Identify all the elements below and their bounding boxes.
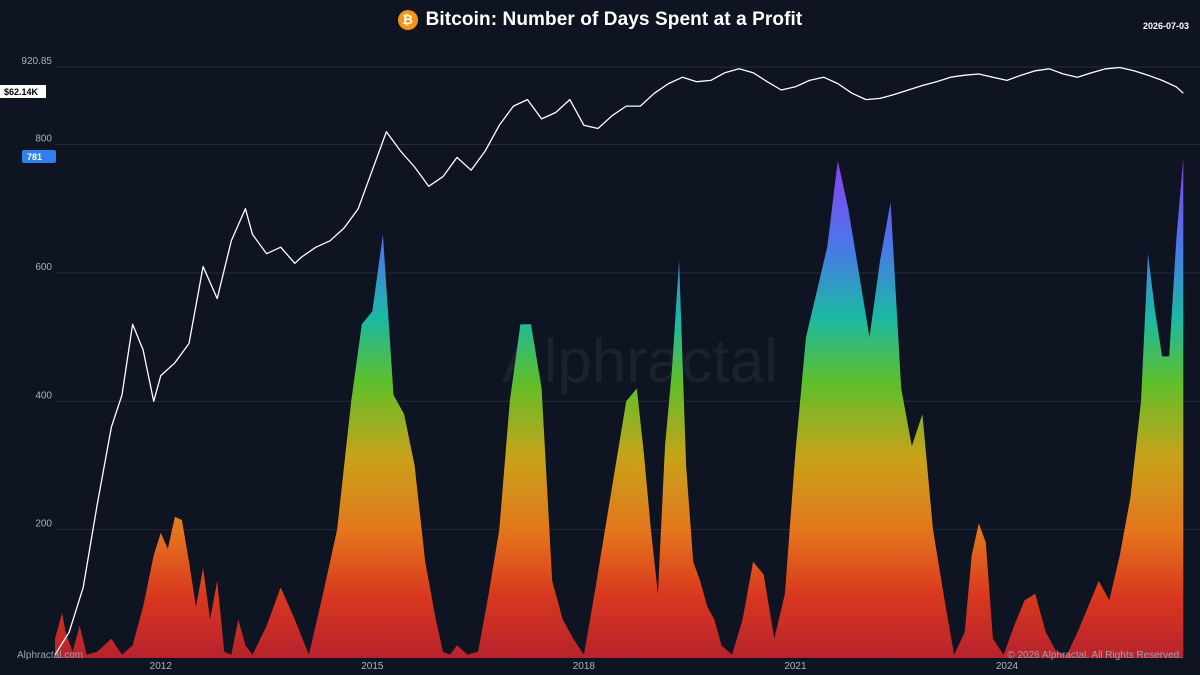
price-badge-bg — [0, 85, 46, 98]
y-tick-label: 200 — [35, 519, 52, 530]
y-axis: 200 400 600 800 920.85 — [21, 56, 52, 530]
x-tick-label: 2021 — [784, 661, 807, 672]
y-tick-label: 800 — [35, 134, 52, 145]
price-badge: $62.14K — [4, 87, 39, 97]
x-axis: 2012 2015 2018 2021 2024 — [150, 661, 1019, 672]
days-at-profit-area — [55, 157, 1184, 658]
source-label: Alphractal.com — [17, 650, 84, 661]
days-badge-bg — [22, 150, 56, 163]
price-line-series — [54, 66, 1184, 656]
x-tick-label: 2015 — [361, 661, 384, 672]
x-tick-label: 2012 — [150, 661, 173, 672]
x-tick-label: 2018 — [573, 661, 596, 672]
area-series — [55, 157, 1184, 658]
chart-title-row: ₿ Bitcoin: Number of Days Spent at a Pro… — [0, 9, 1200, 31]
y-tick-label: 600 — [35, 262, 52, 273]
y-tick-label: 920.85 — [21, 56, 52, 67]
copyright-label: © 2026 Alphractal. All Rights Reserved. — [1007, 650, 1182, 661]
x-tick-label: 2024 — [996, 661, 1019, 672]
value-badges: $62.14K 781 — [0, 85, 56, 163]
days-badge: 781 — [27, 152, 42, 162]
bitcoin-icon: ₿ — [397, 10, 418, 30]
chart-title: Bitcoin: Number of Days Spent at a Profi… — [425, 9, 803, 30]
y-tick-label: 400 — [35, 390, 52, 401]
date-label: 2026-07-03 — [1142, 21, 1189, 31]
btc-price-line — [54, 66, 1184, 656]
watermark: Alphractal — [502, 327, 778, 396]
